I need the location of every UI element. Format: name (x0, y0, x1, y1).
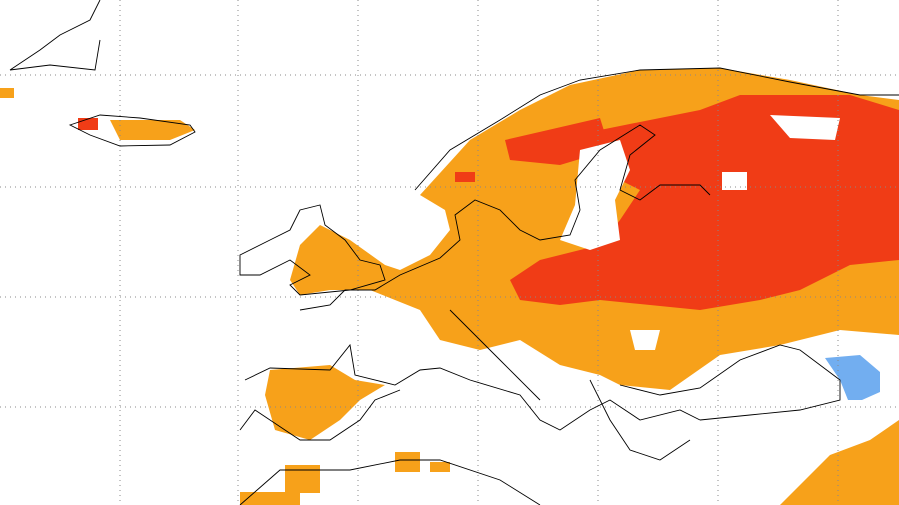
coastline (299, 124, 711, 311)
orange-region (285, 465, 320, 493)
orange-region (780, 420, 899, 505)
sea-gaps (560, 115, 840, 350)
sea (560, 140, 630, 250)
coastline (9, 0, 101, 71)
coastline (244, 343, 701, 431)
red-region (78, 118, 98, 130)
orange-region (265, 365, 385, 440)
coastline (239, 389, 541, 505)
coastline (449, 309, 691, 461)
coastline (619, 344, 841, 421)
sea (722, 172, 747, 190)
coastlines (9, 0, 899, 505)
coastline (239, 204, 386, 296)
red-region (455, 172, 475, 182)
blue-region (825, 355, 880, 400)
orange-region (240, 492, 300, 505)
coastline (414, 67, 899, 191)
sea (630, 330, 660, 350)
orange-region (430, 462, 450, 472)
orange-region (110, 120, 195, 140)
coastline (68, 114, 196, 147)
orange-region (0, 88, 14, 98)
anomaly-blue (825, 355, 880, 400)
sea (770, 115, 840, 140)
orange-region (395, 452, 420, 472)
